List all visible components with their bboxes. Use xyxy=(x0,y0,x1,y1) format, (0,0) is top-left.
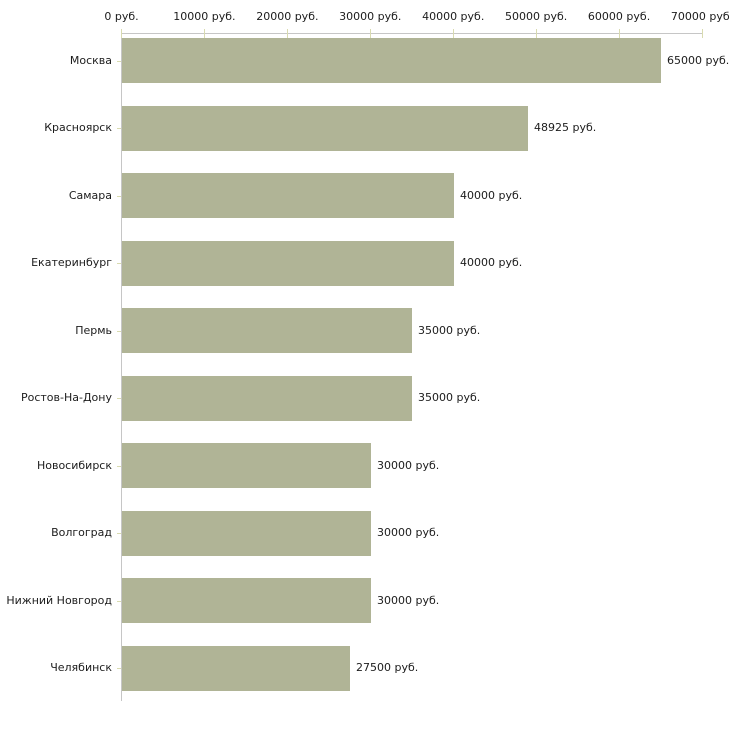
category-label: Москва xyxy=(69,53,112,67)
bar xyxy=(122,510,371,556)
x-axis-tick xyxy=(369,29,371,38)
y-axis-tick xyxy=(117,263,121,264)
x-axis-tick xyxy=(203,29,205,38)
value-label: 30000 руб. xyxy=(377,458,440,472)
category-label: Ростов-На-Дону xyxy=(20,391,112,404)
x-axis-tick xyxy=(452,29,454,38)
value-label: 30000 руб. xyxy=(377,593,440,607)
y-axis-line xyxy=(121,33,122,701)
x-axis-tick xyxy=(121,29,122,38)
value-label: 35000 руб. xyxy=(418,323,481,337)
bar xyxy=(122,240,454,286)
category-label: Челябинск xyxy=(50,661,112,674)
y-axis-tick xyxy=(117,533,121,534)
x-axis-tick-label: 30000 руб. xyxy=(339,10,402,23)
category-label: Пермь xyxy=(75,323,112,337)
x-axis-tick-label: 10000 руб. xyxy=(173,10,236,23)
category-label: Красноярск xyxy=(44,121,112,134)
x-axis-tick xyxy=(618,29,620,38)
y-axis-tick xyxy=(117,330,121,332)
x-axis-tick-label: 20000 руб. xyxy=(256,10,319,23)
y-axis-tick xyxy=(117,668,121,669)
category-label: Екатеринбург xyxy=(31,256,112,269)
category-label: Волгоград xyxy=(51,526,112,539)
bar xyxy=(122,173,454,218)
bar xyxy=(122,38,661,83)
y-axis-tick xyxy=(117,60,121,62)
value-label: 40000 руб. xyxy=(460,256,523,269)
value-label: 48925 руб. xyxy=(534,121,597,134)
value-label: 27500 руб. xyxy=(356,661,419,674)
x-axis-tick xyxy=(535,29,537,38)
x-axis-tick-label: 50000 руб. xyxy=(505,10,568,23)
y-axis-tick xyxy=(117,600,121,602)
x-axis-tick-label: 70000 руб. xyxy=(670,10,730,23)
value-label: 30000 руб. xyxy=(377,526,440,539)
x-axis-tick xyxy=(701,29,703,38)
category-label: Нижний Новгород xyxy=(6,593,112,607)
x-axis-tick-label: 40000 руб. xyxy=(422,10,485,23)
x-axis-tick-label: 60000 руб. xyxy=(587,10,651,23)
value-label: 40000 руб. xyxy=(460,188,523,202)
y-axis-tick xyxy=(117,398,121,399)
x-axis-line xyxy=(121,33,703,34)
y-axis-tick xyxy=(117,128,121,129)
bar xyxy=(122,443,371,488)
category-label: Новосибирск xyxy=(36,458,112,472)
value-label: 35000 руб. xyxy=(418,391,481,404)
y-axis-tick xyxy=(117,465,121,467)
bar xyxy=(122,105,528,151)
y-axis-tick xyxy=(117,195,121,197)
x-axis-tick-label: 0 руб. xyxy=(104,10,139,23)
category-label: Самара xyxy=(68,188,112,202)
bar xyxy=(122,375,412,421)
bar xyxy=(122,578,371,623)
bar xyxy=(122,308,412,353)
value-label: 65000 руб. xyxy=(667,53,730,67)
x-axis-tick xyxy=(286,29,288,38)
bar xyxy=(122,645,350,691)
